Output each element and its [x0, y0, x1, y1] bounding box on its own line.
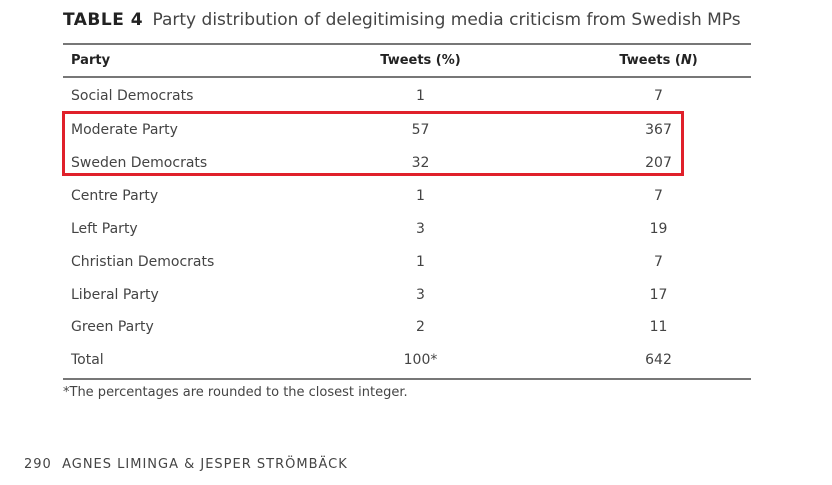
pct-cell: 1	[416, 253, 425, 270]
n-cell: 17	[649, 286, 668, 303]
party-cell: Sweden Democrats	[71, 154, 208, 171]
page-footer: 290 AGNES LIMINGA & JESPER STRÖMBÄCK	[24, 457, 348, 472]
highlight-box	[62, 111, 684, 176]
n-cell: 11	[649, 318, 668, 335]
party-cell: Social Democrats	[71, 88, 194, 104]
party-cell: Centre Party	[71, 187, 159, 204]
pct-cell: 1	[416, 187, 425, 204]
table-row: Sweden Democrats 32 207	[63, 146, 751, 179]
pct-cell: 3	[416, 286, 425, 303]
party-cell: Total	[71, 352, 104, 368]
n-cell: 7	[654, 88, 663, 104]
pct-cell: 32	[411, 154, 430, 171]
table-title: TABLE 4 Party distribution of delegitimi…	[63, 10, 741, 30]
authors: AGNES LIMINGA & JESPER STRÖMBÄCK	[62, 457, 348, 472]
total-row: Total 100* 642	[63, 342, 751, 378]
header-row: Party Tweets (%) Tweets (N)	[63, 45, 751, 76]
n-cell: 367	[645, 122, 672, 138]
party-cell: Green Party	[71, 318, 154, 335]
table-row: Social Democrats 1 7	[63, 78, 751, 114]
n-cell: 207	[645, 154, 672, 171]
pct-cell: 100*	[403, 352, 438, 368]
n-cell: 642	[645, 352, 672, 368]
party-cell: Christian Democrats	[71, 253, 215, 270]
n-cell: 19	[649, 220, 668, 237]
pct-cell: 3	[416, 220, 425, 237]
footnote: *The percentages are rounded to the clos…	[63, 385, 408, 400]
n-cell: 7	[654, 187, 663, 204]
party-cell: Left Party	[71, 220, 138, 237]
data-table: Party Tweets (%) Tweets (N) Social Democ…	[63, 43, 751, 380]
header-pct: Tweets (%)	[380, 53, 461, 68]
pct-cell: 57	[411, 122, 430, 138]
header-party: Party	[71, 53, 111, 68]
table-row: Moderate Party 57 367	[63, 114, 751, 146]
party-cell: Liberal Party	[71, 286, 159, 303]
bottom-rule	[63, 378, 751, 380]
pct-cell: 1	[416, 88, 425, 104]
table-caption: Party distribution of delegitimising med…	[152, 10, 741, 30]
table-row: Centre Party 1 7	[63, 179, 751, 212]
table-row: Liberal Party 3 17	[63, 278, 751, 311]
page-number: 290	[24, 457, 52, 472]
party-cell: Moderate Party	[71, 122, 178, 138]
header-n: Tweets (N)	[619, 53, 698, 68]
table-row: Green Party 2 11	[63, 311, 751, 342]
table-row: Christian Democrats 1 7	[63, 245, 751, 278]
pct-cell: 2	[416, 318, 425, 335]
table-row: Left Party 3 19	[63, 212, 751, 245]
header-rule	[63, 76, 751, 78]
n-cell: 7	[654, 253, 663, 270]
top-rule	[63, 43, 751, 45]
table-label: TABLE 4	[63, 10, 144, 30]
